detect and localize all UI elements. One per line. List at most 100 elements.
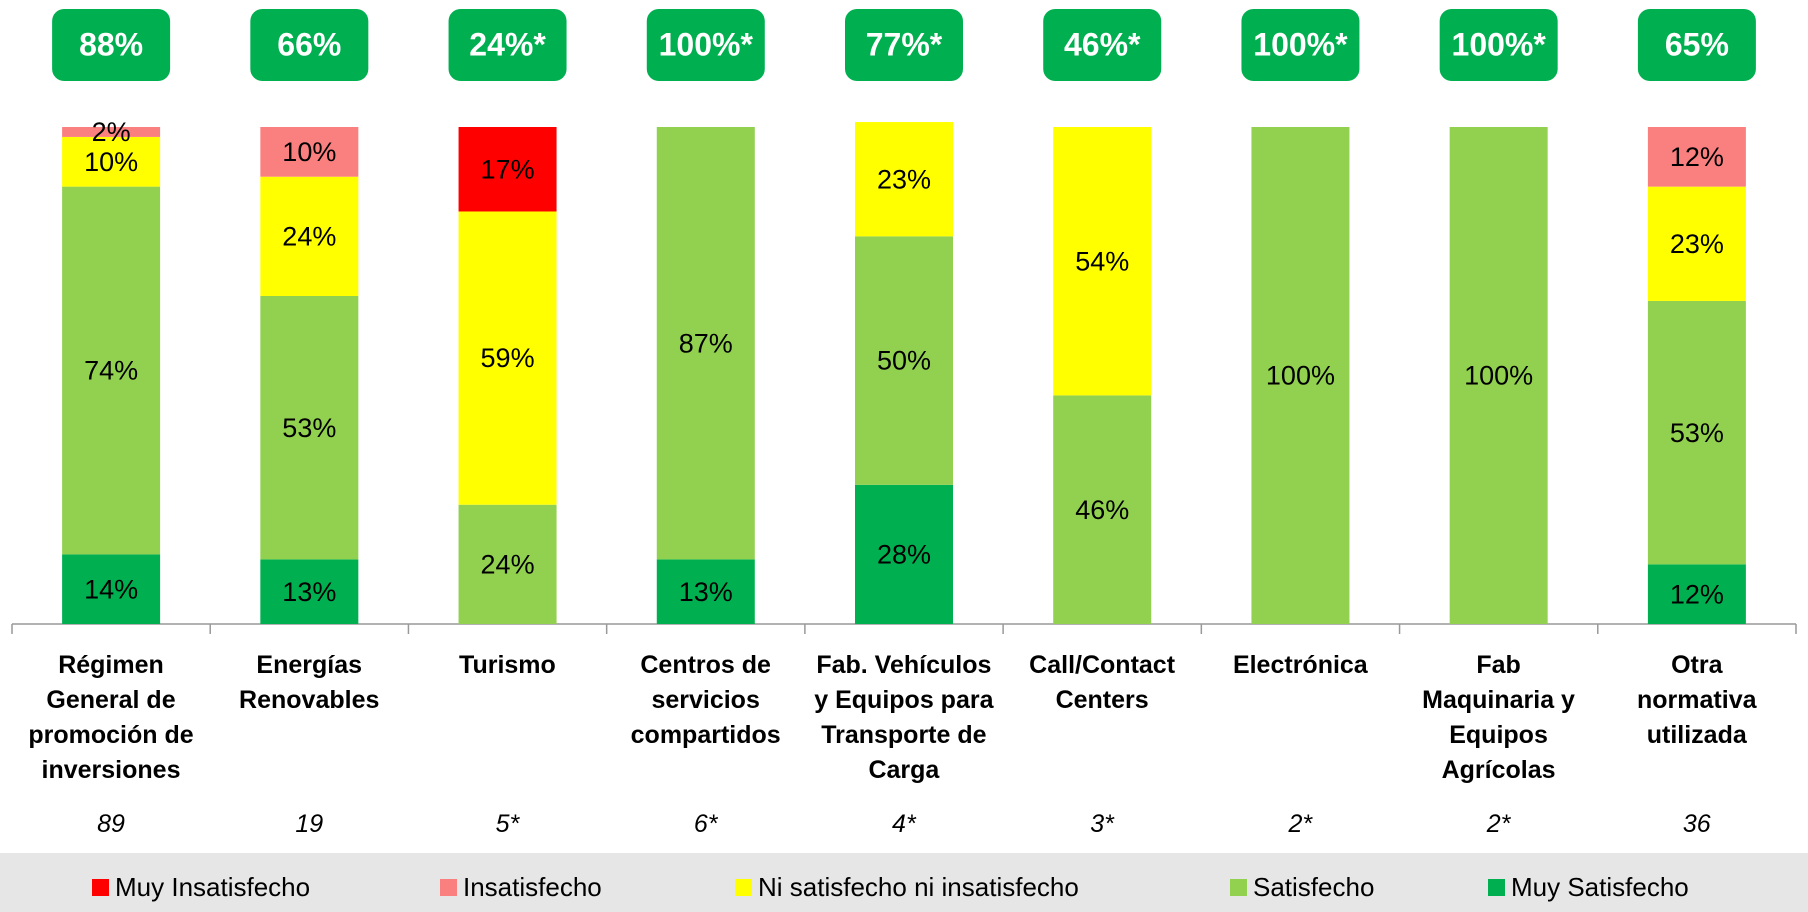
badge xyxy=(52,9,171,81)
bar-segment xyxy=(260,295,359,560)
data-label: 24% xyxy=(481,549,535,579)
bar-segment xyxy=(1053,127,1152,396)
data-label: 46% xyxy=(1075,495,1129,525)
x-tick-label: Electrónica xyxy=(1232,651,1368,679)
x-tick-label: Régimen General de promoción de inversio… xyxy=(28,651,194,784)
legend-label: Satisfecho xyxy=(1253,872,1375,902)
bar-segment xyxy=(1053,395,1152,624)
x-tick-label: Fab. Vehículos y Equipos para Transporte… xyxy=(814,651,994,784)
bar-segment xyxy=(656,559,755,624)
data-label: 12% xyxy=(1670,579,1724,609)
data-label: 13% xyxy=(679,577,733,607)
badge-label: 100%* xyxy=(1253,26,1348,62)
legend-swatch xyxy=(440,879,457,896)
x-tick-label: Fab Maquinaria y Equipos Agrícolas xyxy=(1422,651,1575,784)
bar-segment xyxy=(656,127,755,560)
data-label: 24% xyxy=(282,221,336,251)
badge-label: 100%* xyxy=(1452,26,1547,62)
x-tick-label: Energías Renovables xyxy=(239,651,380,714)
bar-segment xyxy=(62,554,161,624)
legend-item: Muy Insatisfecho xyxy=(92,872,310,903)
bar-segment xyxy=(458,504,557,624)
data-label: 17% xyxy=(481,154,535,184)
sample-size: 19 xyxy=(295,810,324,838)
sample-size: 2* xyxy=(1288,810,1313,838)
legend-swatch xyxy=(735,879,752,896)
data-label: 10% xyxy=(282,137,336,167)
data-label: 74% xyxy=(84,356,138,386)
data-label: 59% xyxy=(481,343,535,373)
data-label: 2% xyxy=(92,117,131,147)
badge-label: 100%* xyxy=(659,26,754,62)
sample-size: 3* xyxy=(1090,810,1114,838)
legend-item: Muy Satisfecho xyxy=(1488,872,1689,903)
legend-item: Satisfecho xyxy=(1230,872,1374,903)
sample-size: 4* xyxy=(892,810,916,838)
legend-band xyxy=(0,853,1808,912)
data-label: 53% xyxy=(1670,418,1724,448)
bar-segment xyxy=(855,484,953,624)
badge xyxy=(1241,9,1360,81)
sample-size: 5* xyxy=(495,810,520,838)
data-label: 12% xyxy=(1670,142,1724,172)
data-label: 13% xyxy=(282,577,336,607)
legend-label: Insatisfecho xyxy=(463,872,602,902)
data-label: 54% xyxy=(1075,246,1129,276)
badge xyxy=(448,9,567,81)
data-label: 100% xyxy=(1464,361,1533,391)
data-label: 28% xyxy=(877,540,931,570)
bar-segment xyxy=(1251,127,1350,624)
bar-segment xyxy=(260,559,359,624)
bar-segment xyxy=(1449,127,1548,624)
bar-segment xyxy=(1647,127,1746,187)
bar-segment xyxy=(458,127,557,212)
badge xyxy=(250,9,369,81)
x-tick-label: Call/Contact Centers xyxy=(1029,651,1176,714)
bar-segment xyxy=(855,122,953,237)
badge xyxy=(646,9,765,81)
badge-label: 77%* xyxy=(866,26,943,62)
legend-label: Muy Insatisfecho xyxy=(115,872,311,902)
bar-segment xyxy=(1647,564,1746,624)
badge xyxy=(1439,9,1558,81)
legend-swatch xyxy=(1488,879,1505,896)
bar-segment xyxy=(62,136,161,187)
legend-label: Muy Satisfecho xyxy=(1511,872,1689,902)
bar-segment xyxy=(62,127,161,137)
x-tick-label: Otra normativa utilizada xyxy=(1637,651,1757,749)
sample-size: 6* xyxy=(693,810,718,838)
bar-segment xyxy=(458,211,557,505)
legend-swatch xyxy=(1230,879,1247,896)
legend-item: Ni satisfecho ni insatisfecho xyxy=(735,872,1079,903)
x-tick-label: Centros de servicios compartidos xyxy=(630,651,781,749)
data-label: 87% xyxy=(679,328,733,358)
badge-label: 24%* xyxy=(469,26,546,62)
badge-label: 66% xyxy=(277,26,341,62)
data-label: 53% xyxy=(282,413,336,443)
badge-label: 46%* xyxy=(1064,26,1141,62)
data-label: 100% xyxy=(1266,361,1335,391)
legend-swatch xyxy=(92,879,109,896)
sample-size: 36 xyxy=(1682,810,1711,838)
badge-label: 65% xyxy=(1665,26,1729,62)
data-label: 10% xyxy=(84,147,138,177)
badge xyxy=(1043,9,1162,81)
legend-item: Insatisfecho xyxy=(440,872,602,903)
bar-segment xyxy=(62,186,161,555)
data-label: 50% xyxy=(877,346,931,376)
data-label: 23% xyxy=(877,164,931,194)
bar-segment xyxy=(855,236,953,485)
legend-label: Ni satisfecho ni insatisfecho xyxy=(758,872,1079,902)
data-label: 23% xyxy=(1670,229,1724,259)
bar-segment xyxy=(260,176,359,296)
bar-segment xyxy=(260,127,359,177)
data-label: 14% xyxy=(84,574,138,604)
badge xyxy=(1637,9,1756,81)
badge-label: 88% xyxy=(79,26,143,62)
bar-segment xyxy=(1647,300,1746,565)
bar-segment xyxy=(1647,186,1746,301)
sample-size: 2* xyxy=(1486,810,1511,838)
sample-size: 89 xyxy=(97,810,125,838)
